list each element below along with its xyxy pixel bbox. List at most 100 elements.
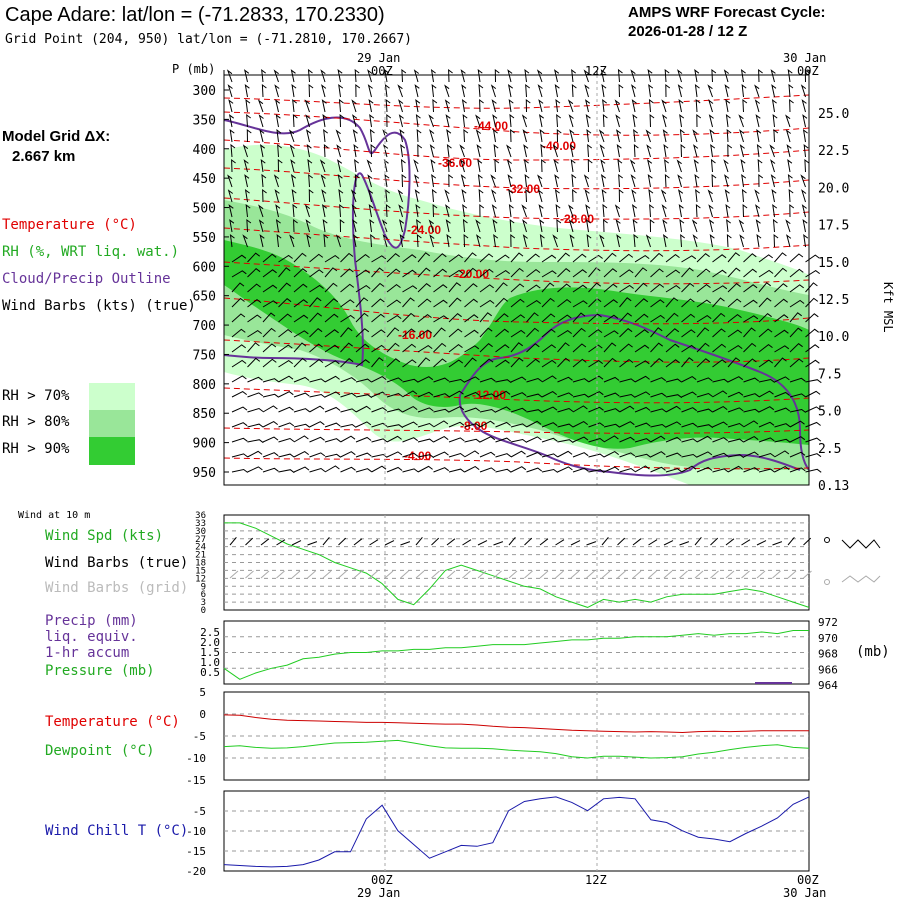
legend-wind: Wind Barbs (kts) (true) [2,298,196,314]
windchill-panel [223,790,810,872]
wind-barb [259,129,265,143]
wind-barb [758,297,772,308]
wind-barb [691,219,698,233]
wind-barb [278,469,295,474]
wind-barb [340,358,354,368]
wind-barb-grid [710,570,719,579]
wind-barb [444,84,450,98]
wind-barb [632,218,638,233]
wind-barb [247,407,264,413]
wind-barb [556,113,562,128]
wind-barb [448,343,463,353]
wind-barb [758,313,772,323]
wind-barb [259,144,266,158]
wind-barb [413,159,419,173]
wind-barb [789,203,795,218]
wind-barb [231,453,248,458]
wind-barb [479,268,494,278]
wind-barb [275,218,281,233]
wind-barb [631,204,638,218]
wind-barb [619,467,636,473]
wind-barb [572,436,589,443]
wind-barb [244,84,250,98]
wind-barb [541,359,557,368]
wind-barb [339,218,345,233]
wind-barb [338,98,344,113]
wind-barb [619,452,636,458]
pressure-label: Pressure (mb) [45,663,155,679]
wind10-barbs-true-label: Wind Barbs (true) [45,555,189,571]
wind-barb [369,218,375,233]
wind-barb [754,189,760,203]
wind-barb [464,391,480,398]
temp-contour [223,457,810,470]
wind-barb-grid [555,570,564,579]
wind-barb [662,234,669,248]
wind-barb [536,69,543,83]
wind-barb [526,358,541,368]
wind-barb [370,143,376,158]
wind-barb [433,451,449,458]
pressure-unit: (mb) [856,644,890,660]
wind-barb [262,269,277,278]
wind-barb [681,453,698,458]
wind-barb [293,330,309,338]
wind-barb [541,313,556,323]
wind-barb [774,298,789,308]
wind-barb [352,114,358,128]
wind-barb [231,297,245,308]
legend-rh70-label: RH > 70% [2,388,70,404]
wind-barb [354,173,360,188]
wind-barb [634,422,651,428]
wind-barb [433,358,447,368]
wind-barb [694,83,700,98]
wind-barb [355,328,370,338]
contour-label: -44.00 [474,119,508,133]
wind-barb [538,99,544,113]
wind-barb [492,114,498,128]
wind-barb-10m [245,537,254,546]
wind-barb [588,375,604,383]
wind-barb [695,98,701,113]
wind-barb [681,407,698,413]
wind-barb [650,314,665,323]
wind-barb [321,84,327,98]
wind-barb [619,253,634,263]
wind-barb-grid [617,570,626,579]
wind-barb-grid [322,570,332,579]
wind-barb [278,391,294,398]
wind-barb [681,267,694,278]
wind-barb [727,252,741,263]
wind-barb [306,129,312,143]
wind-barb [709,219,715,233]
wind-barb [521,114,528,128]
wind-barb [464,376,480,383]
wind-barb [569,144,576,158]
wind-barb [725,203,731,218]
wind-barb [557,392,574,398]
wind-barb [433,327,446,338]
wind-barb [665,359,680,368]
wind-barb [479,343,493,353]
wind-barb [708,114,714,128]
wind-barb [634,453,652,458]
wind-barb [278,344,293,353]
wind-barb [774,357,787,368]
wind-barb [556,128,562,143]
wind-barb [386,377,403,383]
pressure-panel [223,620,810,685]
wind-barb [278,422,295,428]
wind-barb [588,437,605,443]
wind-barb [354,159,360,173]
wind-barb [261,173,267,188]
temp-contour [223,139,810,161]
temp-tick-label: 0 [199,708,206,721]
wind-barb [710,143,716,158]
wind-barb [275,204,281,218]
wind-barb [292,203,298,218]
wind-barb [398,99,404,113]
wind-barb [727,357,741,368]
wind-barb [568,219,575,233]
wind-tick-label: 36 [195,511,206,521]
wind-barb [557,407,574,413]
